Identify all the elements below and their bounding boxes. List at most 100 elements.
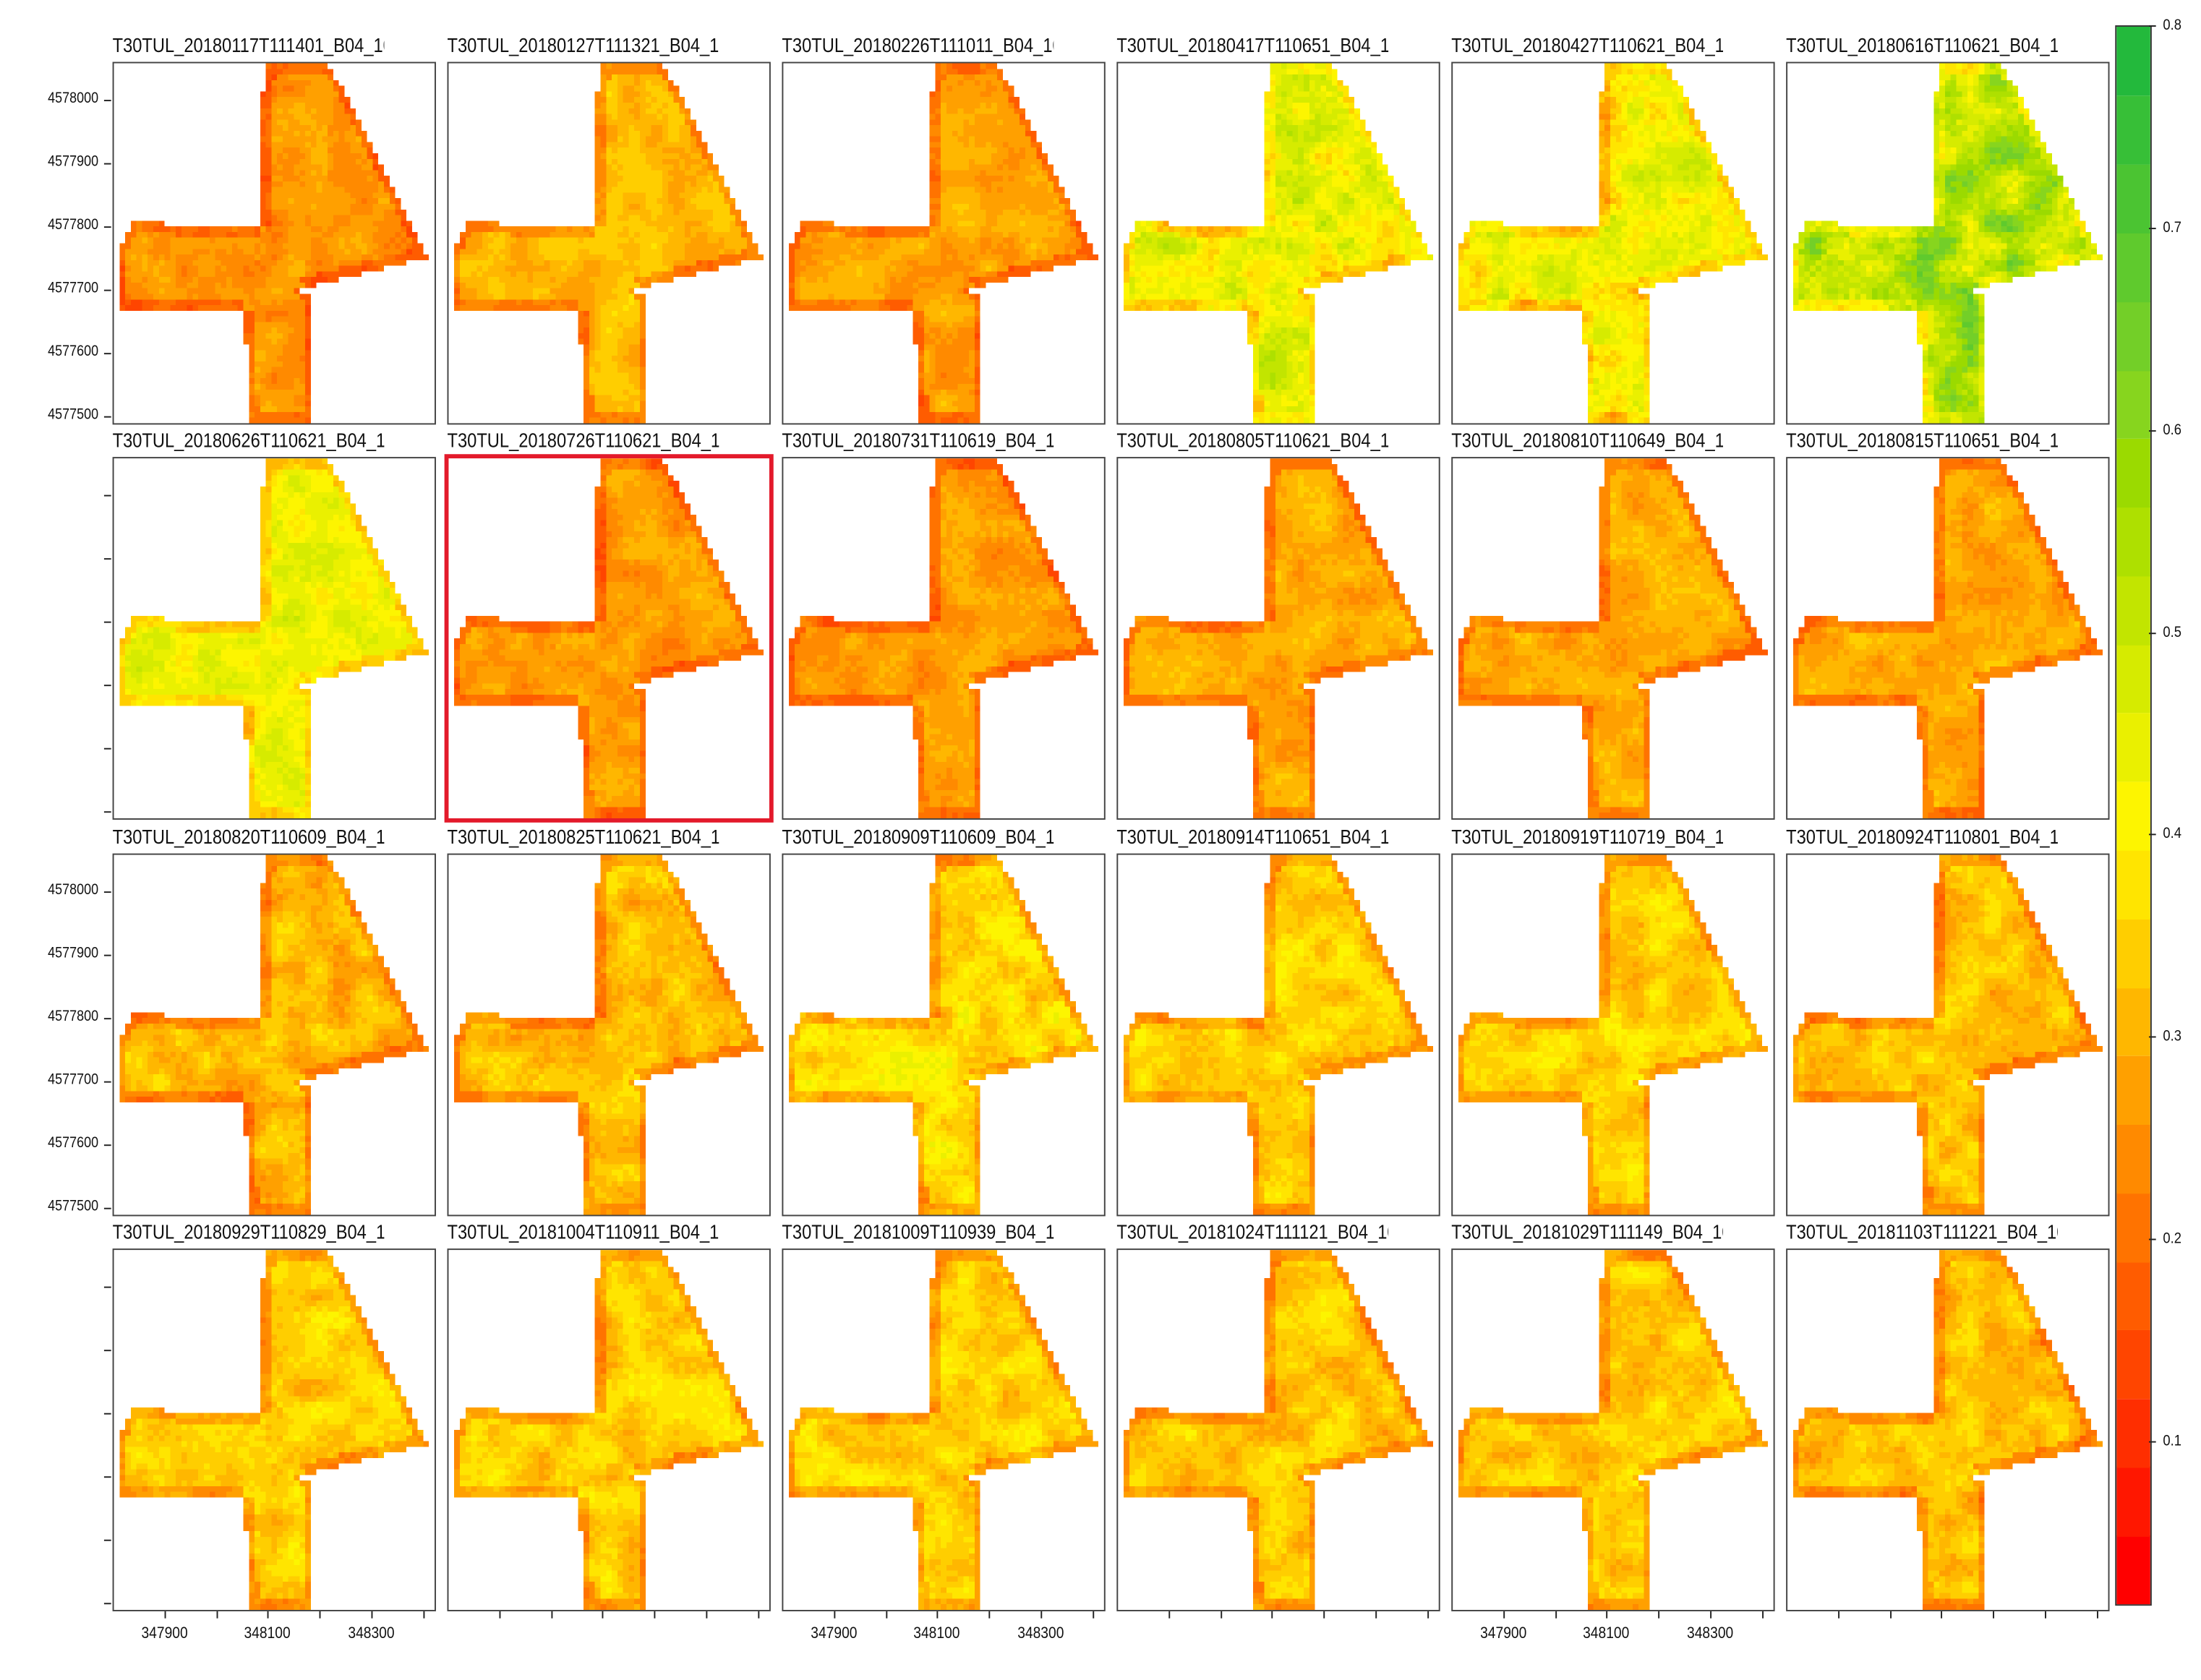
x-tick-mark: [1375, 1611, 1377, 1619]
colorbar-tick: [2148, 632, 2156, 634]
colorbar-tick: [2148, 1441, 2156, 1443]
field-raster: [789, 458, 1099, 818]
x-tick-mark: [1993, 1611, 1995, 1619]
colorbar-segment: [2116, 1329, 2150, 1400]
field-raster: [1792, 458, 2103, 818]
colorbar-segment: [2116, 643, 2150, 713]
x-tick-mark: [1323, 1611, 1325, 1619]
panel-title: T30TUL_20180924T110801_B04_10m: [1786, 826, 2058, 851]
colorbar-segment: [2116, 1535, 2150, 1605]
y-tick-mark: [103, 226, 111, 228]
field-raster: [789, 854, 1099, 1215]
panel-title: T30TUL_20180417T110651_B04_10m: [1116, 34, 1388, 59]
y-tick-mark: [103, 747, 111, 749]
colorbar-segment: [2116, 438, 2150, 508]
plot-frame: [1451, 61, 1775, 425]
plot-frame: [447, 1248, 771, 1611]
colorbar-tick: [2148, 25, 2156, 27]
field-raster: [119, 458, 429, 818]
panel-title: T30TUL_20180127T111321_B04_10m: [448, 34, 719, 59]
field-raster: [1124, 1250, 1433, 1611]
field-raster: [1792, 854, 2103, 1215]
y-tick-mark: [103, 352, 111, 354]
y-tick-mark: [103, 99, 111, 101]
plot-frame: [1451, 853, 1775, 1217]
y-tick-label: 4577900: [16, 153, 98, 170]
x-tick-label: 347900: [811, 1625, 857, 1642]
plot-frame: [782, 853, 1106, 1217]
x-tick-mark: [1555, 1611, 1557, 1619]
plot-frame: [782, 61, 1106, 425]
colorbar-segment: [2116, 1398, 2150, 1468]
colorbar-segment: [2116, 301, 2150, 371]
x-tick-label: 348100: [1584, 1625, 1630, 1642]
x-tick-mark: [757, 1611, 759, 1619]
y-tick-mark: [103, 163, 111, 165]
field-raster: [454, 1250, 764, 1611]
x-tick-mark: [1658, 1611, 1660, 1619]
colorbar-tick: [2148, 227, 2156, 229]
colorbar-label: 0.4: [2163, 826, 2181, 842]
panel-title: T30TUL_20180731T110619_B04_10m: [782, 429, 1054, 454]
y-tick-label: 4577800: [16, 1008, 98, 1024]
plot-frame: [782, 457, 1106, 820]
x-tick-mark: [319, 1611, 321, 1619]
y-tick-mark: [103, 1475, 111, 1478]
x-tick-mark: [602, 1611, 604, 1619]
plot-frame: [1451, 457, 1775, 820]
colorbar-segment: [2116, 1261, 2150, 1331]
colorbar-label: 0.7: [2163, 219, 2181, 236]
panel-title: T30TUL_20180820T110609_B04_10m: [113, 826, 385, 851]
plot-frame: [1786, 457, 2110, 820]
highlighted-plot-frame: [444, 454, 774, 823]
panel-title: T30TUL_20180726T110621_B04_10m: [448, 429, 719, 454]
x-tick-mark: [2044, 1611, 2046, 1619]
x-tick-mark: [422, 1611, 424, 1619]
panel-title: T30TUL_20181009T110939_B04_10m: [782, 1220, 1054, 1246]
field-raster: [119, 1250, 429, 1611]
x-tick-mark: [1427, 1611, 1429, 1619]
x-tick-label: 348100: [244, 1625, 291, 1642]
plot-frame: [1451, 1248, 1775, 1611]
field-raster: [1124, 458, 1433, 818]
x-tick-mark: [1092, 1611, 1094, 1619]
x-tick-mark: [706, 1611, 708, 1619]
colorbar-tick: [2148, 1238, 2156, 1240]
field-raster: [454, 458, 764, 818]
field-raster: [1792, 1250, 2103, 1611]
panel-title: T30TUL_20180929T110829_B04_10m: [113, 1220, 385, 1246]
plot-frame: [1786, 1248, 2110, 1611]
colorbar-label: 0.2: [2163, 1230, 2181, 1247]
field-raster: [789, 63, 1099, 424]
y-tick-label: 4577800: [16, 216, 98, 233]
colorbar-label: 0.3: [2163, 1028, 2181, 1045]
panel-title: T30TUL_20180805T110621_B04_10m: [1116, 429, 1388, 454]
panel-title: T30TUL_20180427T110621_B04_10m: [1451, 34, 1723, 59]
x-tick-mark: [215, 1611, 218, 1619]
colorbar-segment: [2116, 507, 2150, 577]
y-tick-mark: [103, 954, 111, 956]
colorbar-tick: [2148, 834, 2156, 836]
colorbar-segment: [2116, 987, 2150, 1057]
y-tick-label: 4577500: [16, 406, 98, 422]
x-tick-mark: [371, 1611, 373, 1619]
x-tick-mark: [2096, 1611, 2098, 1619]
colorbar-label: 0.6: [2163, 421, 2181, 438]
y-tick-mark: [103, 1286, 111, 1288]
colorbar-segment: [2116, 1124, 2150, 1194]
panel-title: T30TUL_20180919T110719_B04_10m: [1451, 826, 1723, 851]
x-tick-mark: [833, 1611, 835, 1619]
y-tick-mark: [103, 1602, 111, 1604]
colorbar-segment: [2116, 575, 2150, 646]
x-tick-mark: [1040, 1611, 1042, 1619]
panel-title: T30TUL_20181103T111221_B04_10m: [1786, 1220, 2058, 1246]
colorbar-segment: [2116, 1192, 2150, 1262]
field-raster: [454, 63, 764, 424]
plot-frame: [447, 853, 771, 1217]
field-raster: [1124, 63, 1433, 424]
x-tick-label: 347900: [141, 1625, 187, 1642]
y-tick-label: 4577900: [16, 945, 98, 961]
x-tick-mark: [1606, 1611, 1608, 1619]
panel-title: T30TUL_20180909T110609_B04_10m: [782, 826, 1054, 851]
